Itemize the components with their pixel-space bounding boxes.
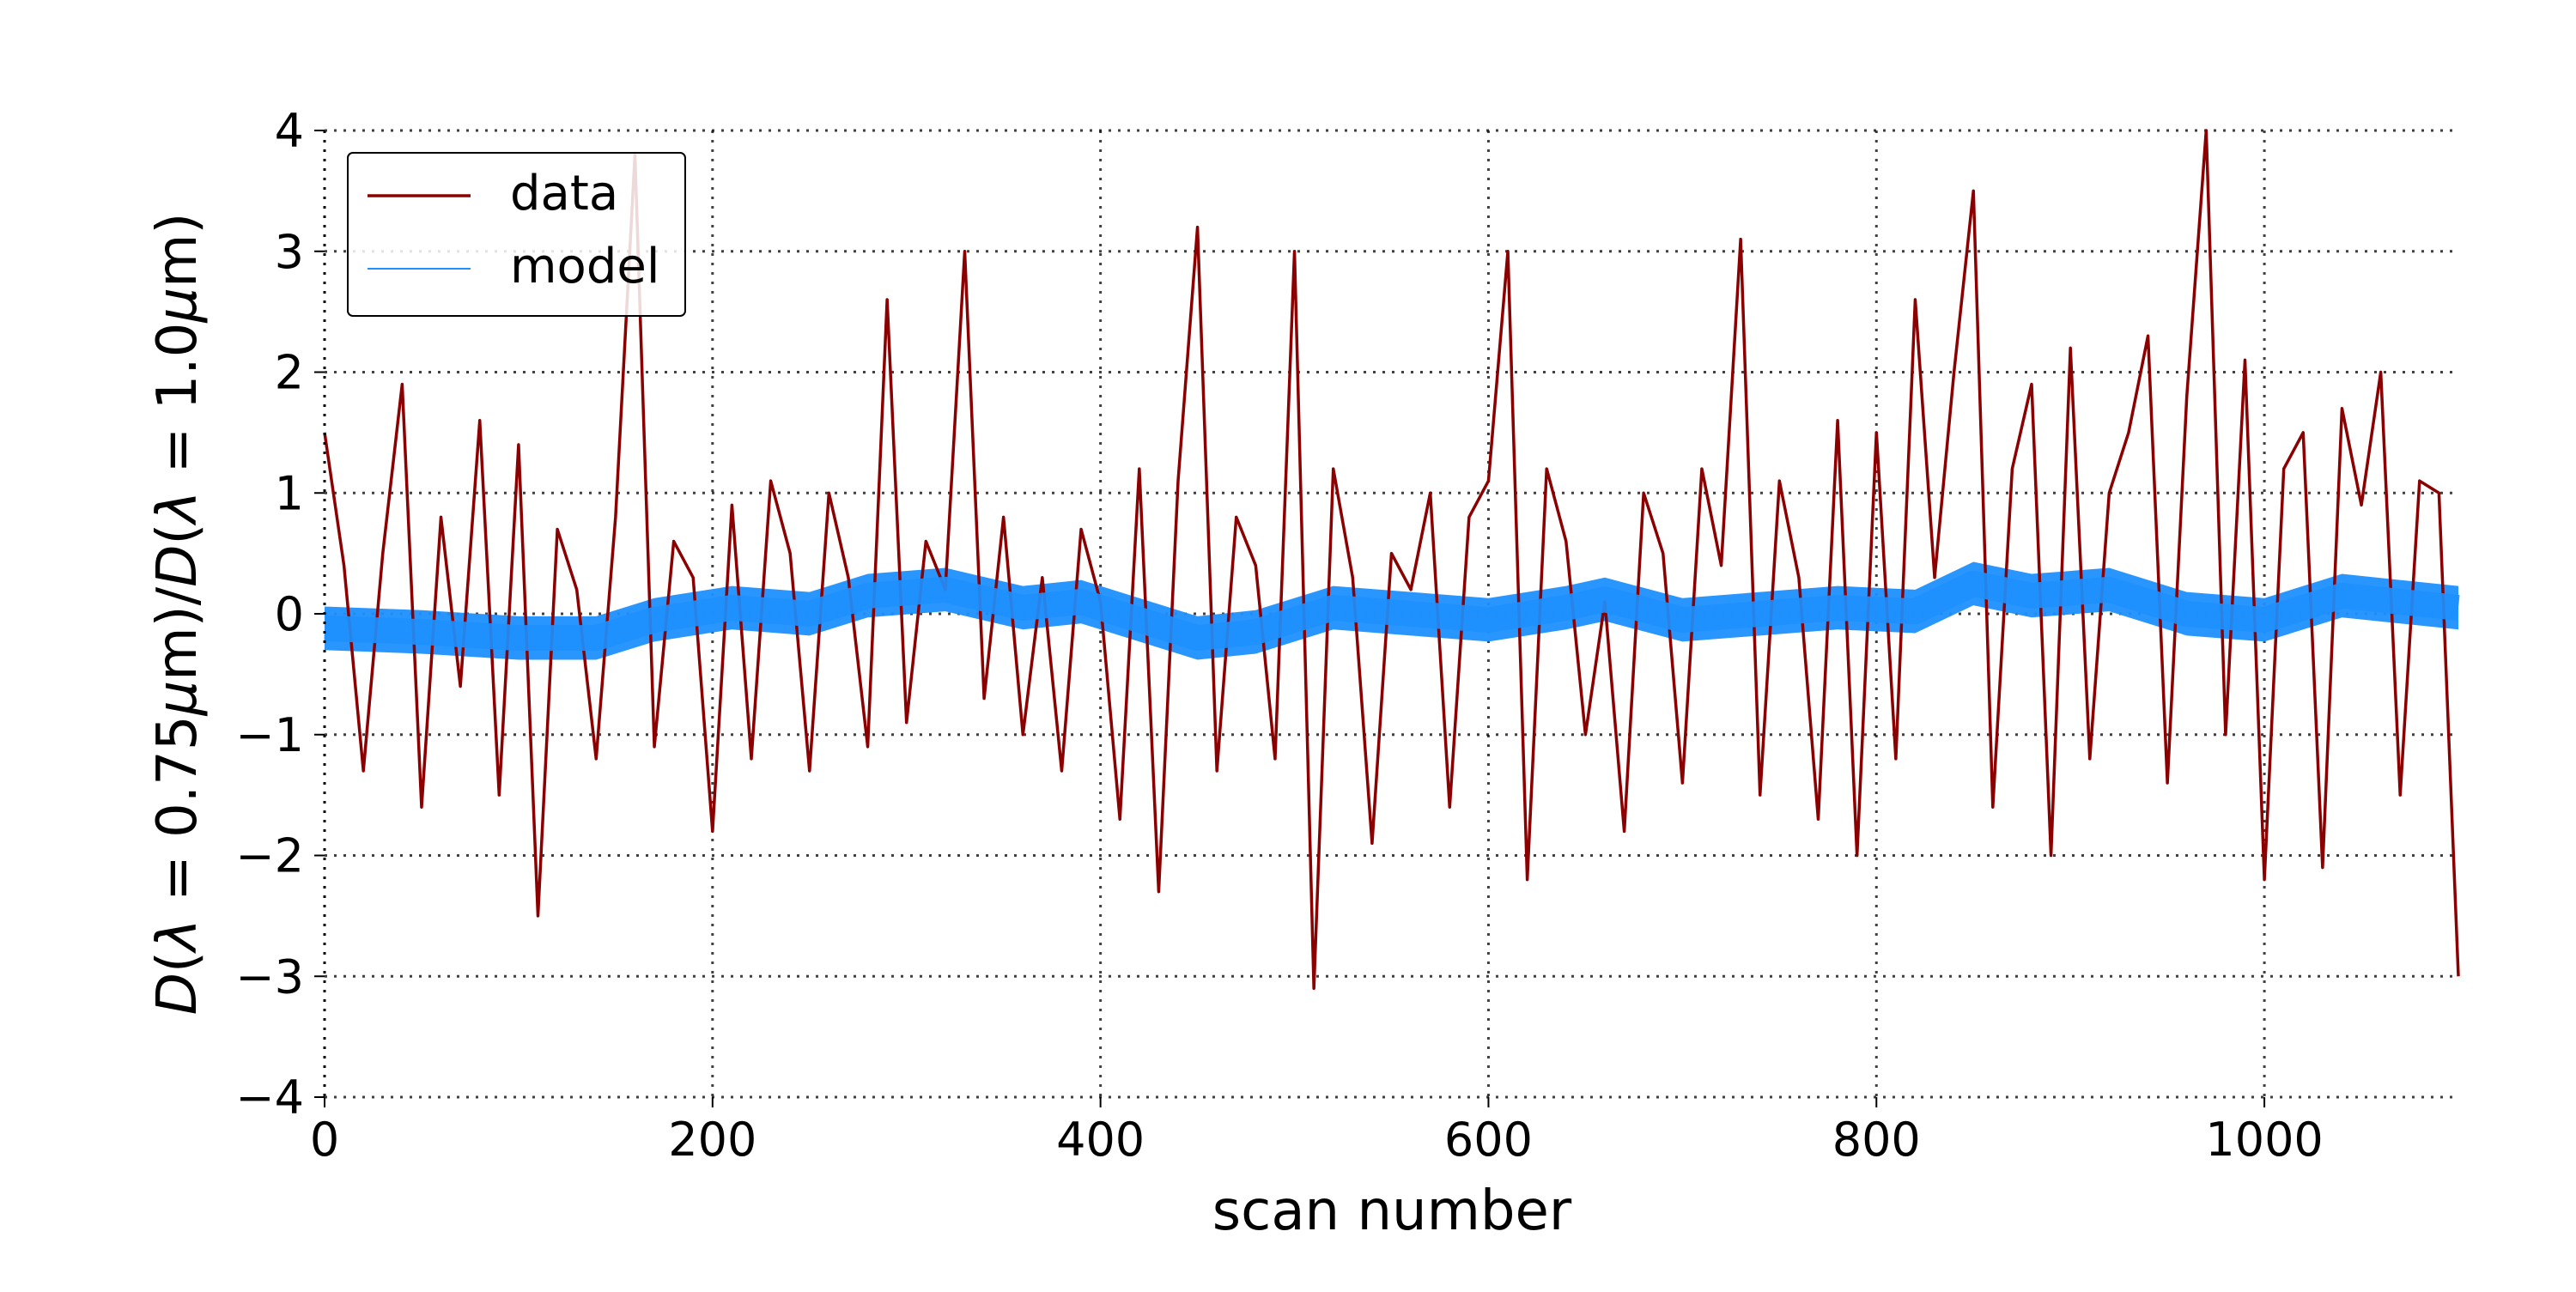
x-tick-label: 1000 — [2205, 1113, 2323, 1167]
y-axis-label-part: μ — [146, 681, 210, 717]
y-tick-label: −3 — [235, 949, 304, 1004]
y-axis-label-part: = 0.75 — [146, 715, 210, 919]
x-tick-label: 0 — [310, 1113, 339, 1167]
y-tick-label: −2 — [235, 829, 304, 883]
y-axis-label-part: m) — [146, 213, 210, 288]
y-axis-label-part: ( — [146, 524, 210, 545]
y-axis-label-part: = 1.0 — [146, 323, 210, 491]
x-tick-label: 800 — [1832, 1113, 1921, 1167]
y-tick-label: 1 — [275, 466, 304, 520]
y-axis-label-part: λ — [146, 919, 210, 954]
x-tick-label: 200 — [668, 1113, 756, 1167]
y-axis-label-part: μ — [146, 288, 210, 324]
y-tick-label: 0 — [275, 587, 304, 641]
legend: data model — [348, 153, 685, 316]
y-tick-label: −1 — [235, 708, 304, 762]
y-axis-label-part: λ — [146, 491, 210, 526]
y-tick-label: 3 — [275, 225, 304, 279]
legend-data-label: data — [510, 166, 618, 221]
legend-model-label: model — [510, 239, 659, 294]
y-tick-label: −4 — [235, 1071, 304, 1125]
y-axis-label-part: D — [146, 545, 210, 587]
y-axis-label-part: m)/ — [146, 586, 210, 680]
x-axis-label: scan number — [1212, 1180, 1572, 1243]
y-tick-label: 2 — [275, 346, 304, 400]
y-axis-label-part: D — [146, 973, 210, 1015]
y-axis-label: D(λ = 0.75μm)/D(λ = 1.0μm) — [146, 213, 210, 1016]
y-axis-label-part: ( — [146, 951, 210, 973]
x-tick-label: 600 — [1444, 1113, 1533, 1167]
y-tick-label: 4 — [275, 104, 304, 158]
x-tick-label: 400 — [1056, 1113, 1145, 1167]
